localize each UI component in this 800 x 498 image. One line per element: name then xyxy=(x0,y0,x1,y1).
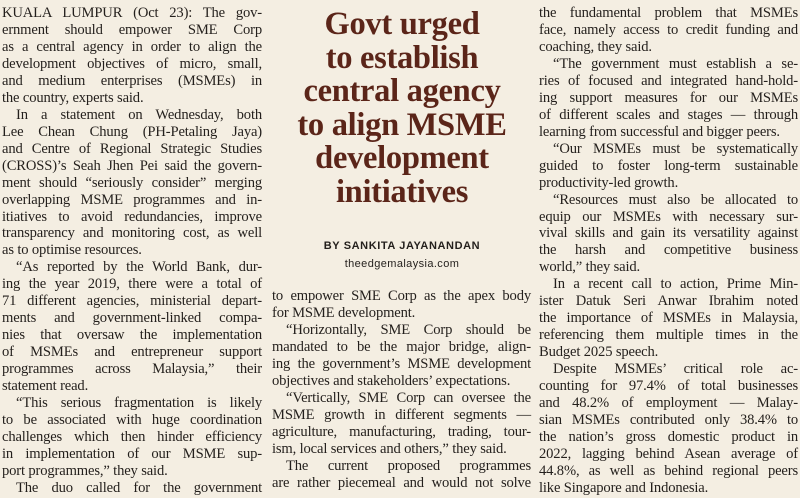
text-line: “Horizontally, SME Corp should be xyxy=(286,321,531,338)
text-line: ernment should empower SME Corp xyxy=(2,21,262,38)
text-line: learning from successful and bigger peer… xyxy=(539,123,780,140)
text-line: vival skills and gain its versatility ag… xyxy=(539,225,798,242)
text-line: mandated to be the major bridge, align- xyxy=(272,338,531,355)
text-line: ing support measures for our MSMEs xyxy=(539,89,798,106)
text-line: The current proposed programmes xyxy=(286,457,531,474)
text-line: equip our MSMEs with necessary sur- xyxy=(539,208,798,225)
text-line: the fundamental problem that MSMEs xyxy=(539,5,798,21)
text-line: port programmes,” they said. xyxy=(2,462,168,479)
text-line: the harsh and competitive business xyxy=(539,242,798,259)
text-line: 2022, lagging behind Asean average of xyxy=(539,445,798,462)
text-line: for MSME development. xyxy=(272,304,416,321)
text-line: guided to foster long-term sustainable xyxy=(539,157,798,174)
text-line: Despite MSMEs’ critical role ac- xyxy=(553,361,798,378)
text-line: in implementation of our MSME sup- xyxy=(2,445,262,462)
text-line: coaching, they said. xyxy=(539,38,652,55)
text-line: of different scales and stages — through xyxy=(539,106,798,123)
text-line: as to optimise resources. xyxy=(2,242,142,259)
text-line: and 48.2% of employment — Malay- xyxy=(539,395,798,412)
text-line: KUALA LUMPUR (Oct 23): The gov- xyxy=(2,5,262,21)
text-line: counting for 97.4% of total businesses xyxy=(539,378,798,395)
text-line: statement read. xyxy=(2,378,89,395)
text-line: transparency and monitoring cost, as wel… xyxy=(2,225,262,242)
headline-line: central agency xyxy=(303,73,501,109)
headline-line: to establish xyxy=(325,39,479,76)
text-line: “The government must establish a se- xyxy=(553,55,798,72)
text-line: overlapping MSME programmes and in- xyxy=(2,191,262,208)
headline-line: initiatives xyxy=(335,173,469,210)
text-line: ries of focused and integrated hand-hold… xyxy=(539,72,798,89)
text-line: to be associated with huge coordination xyxy=(2,412,262,429)
text-line: (CROSS)’s Seah Jhen Pei said the govern- xyxy=(2,157,262,174)
text-line: ment should “seriously consider” merging xyxy=(2,174,262,191)
text-line: face, namely access to credit funding an… xyxy=(539,21,798,38)
text-line: sian MSMEs contributed only 38.4% to xyxy=(539,412,798,429)
text-line: to empower SME Corp as the apex body xyxy=(272,288,531,304)
text-line: In a statement on Wednesday, both xyxy=(16,106,262,123)
text-line: Lee Chean Chung (PH-Petaling Jaya) xyxy=(2,123,262,140)
text-line: referencing them multiple times in the xyxy=(539,327,798,344)
text-line: are rather piecemeal and would not solve xyxy=(272,474,531,491)
text-line: the nation’s gross domestic product in xyxy=(539,429,798,445)
byline-author: BY SANKITA JAYANANDAN xyxy=(323,240,481,252)
text-line: MSME growth in different segments — xyxy=(272,406,531,423)
headline-line: to align MSME xyxy=(297,106,507,143)
text-line: “As reported by the World Bank, dur- xyxy=(16,259,262,276)
text-line: “Our MSMEs must be systematically xyxy=(553,140,798,157)
text-line: the importance of MSMEs in Malaysia, xyxy=(539,310,798,327)
text-line: ments and government-linked compa- xyxy=(2,310,262,327)
text-line: 71 different agencies, ministerial depar… xyxy=(2,293,262,310)
text-line: Budget 2025 speech. xyxy=(539,344,659,361)
text-line: “Resources must also be allocated to xyxy=(553,191,798,208)
text-line: ing the year 2019, there were a total of xyxy=(2,276,262,293)
text-line: programmes across Malaysia,” their xyxy=(2,361,262,378)
text-line: “This serious fragmentation is likely xyxy=(16,395,262,412)
byline-website: theedgemalaysia.com xyxy=(344,258,460,270)
text-line: of MSMEs and entrepreneur support xyxy=(2,344,262,361)
text-line: the country, experts said. xyxy=(2,89,144,106)
text-line: objectives and stakeholders’ expectation… xyxy=(272,372,511,389)
text-line: ism, local services and others,” they sa… xyxy=(272,440,507,457)
text-line: The duo called for the government xyxy=(16,479,262,496)
text-line: agriculture, manufacturing, trading, tou… xyxy=(272,423,531,440)
text-line: and Centre of Regional Strategic Studies xyxy=(2,140,262,157)
headline-line: development xyxy=(315,140,489,176)
text-line: In a recent call to action, Prime Min- xyxy=(553,276,798,293)
text-line: and medium enterprises (MSMEs) in xyxy=(2,72,262,89)
text-line: “Vertically, SME Corp can oversee the xyxy=(286,389,531,406)
text-line: productivity-led growth. xyxy=(539,174,679,191)
text-line: development objectives of micro, small, xyxy=(2,55,262,72)
text-line: ister Datuk Seri Anwar Ibrahim noted xyxy=(539,293,798,310)
text-line: nies that oversaw the implementation xyxy=(2,327,262,344)
text-line: like Singapore and Indonesia. xyxy=(539,479,709,496)
text-line: world,” they said. xyxy=(539,259,641,276)
text-line: ing the government’s MSME development xyxy=(272,355,531,372)
headline-line: Govt urged xyxy=(324,6,480,42)
text-line: as a central agency in order to align th… xyxy=(2,38,262,55)
text-line: 44.8%, as well as behind regional peers xyxy=(539,462,798,479)
text-line: itiatives to avoid redundancies, improve xyxy=(2,208,262,225)
text-line: challenges which then hinder efficiency xyxy=(2,429,262,445)
